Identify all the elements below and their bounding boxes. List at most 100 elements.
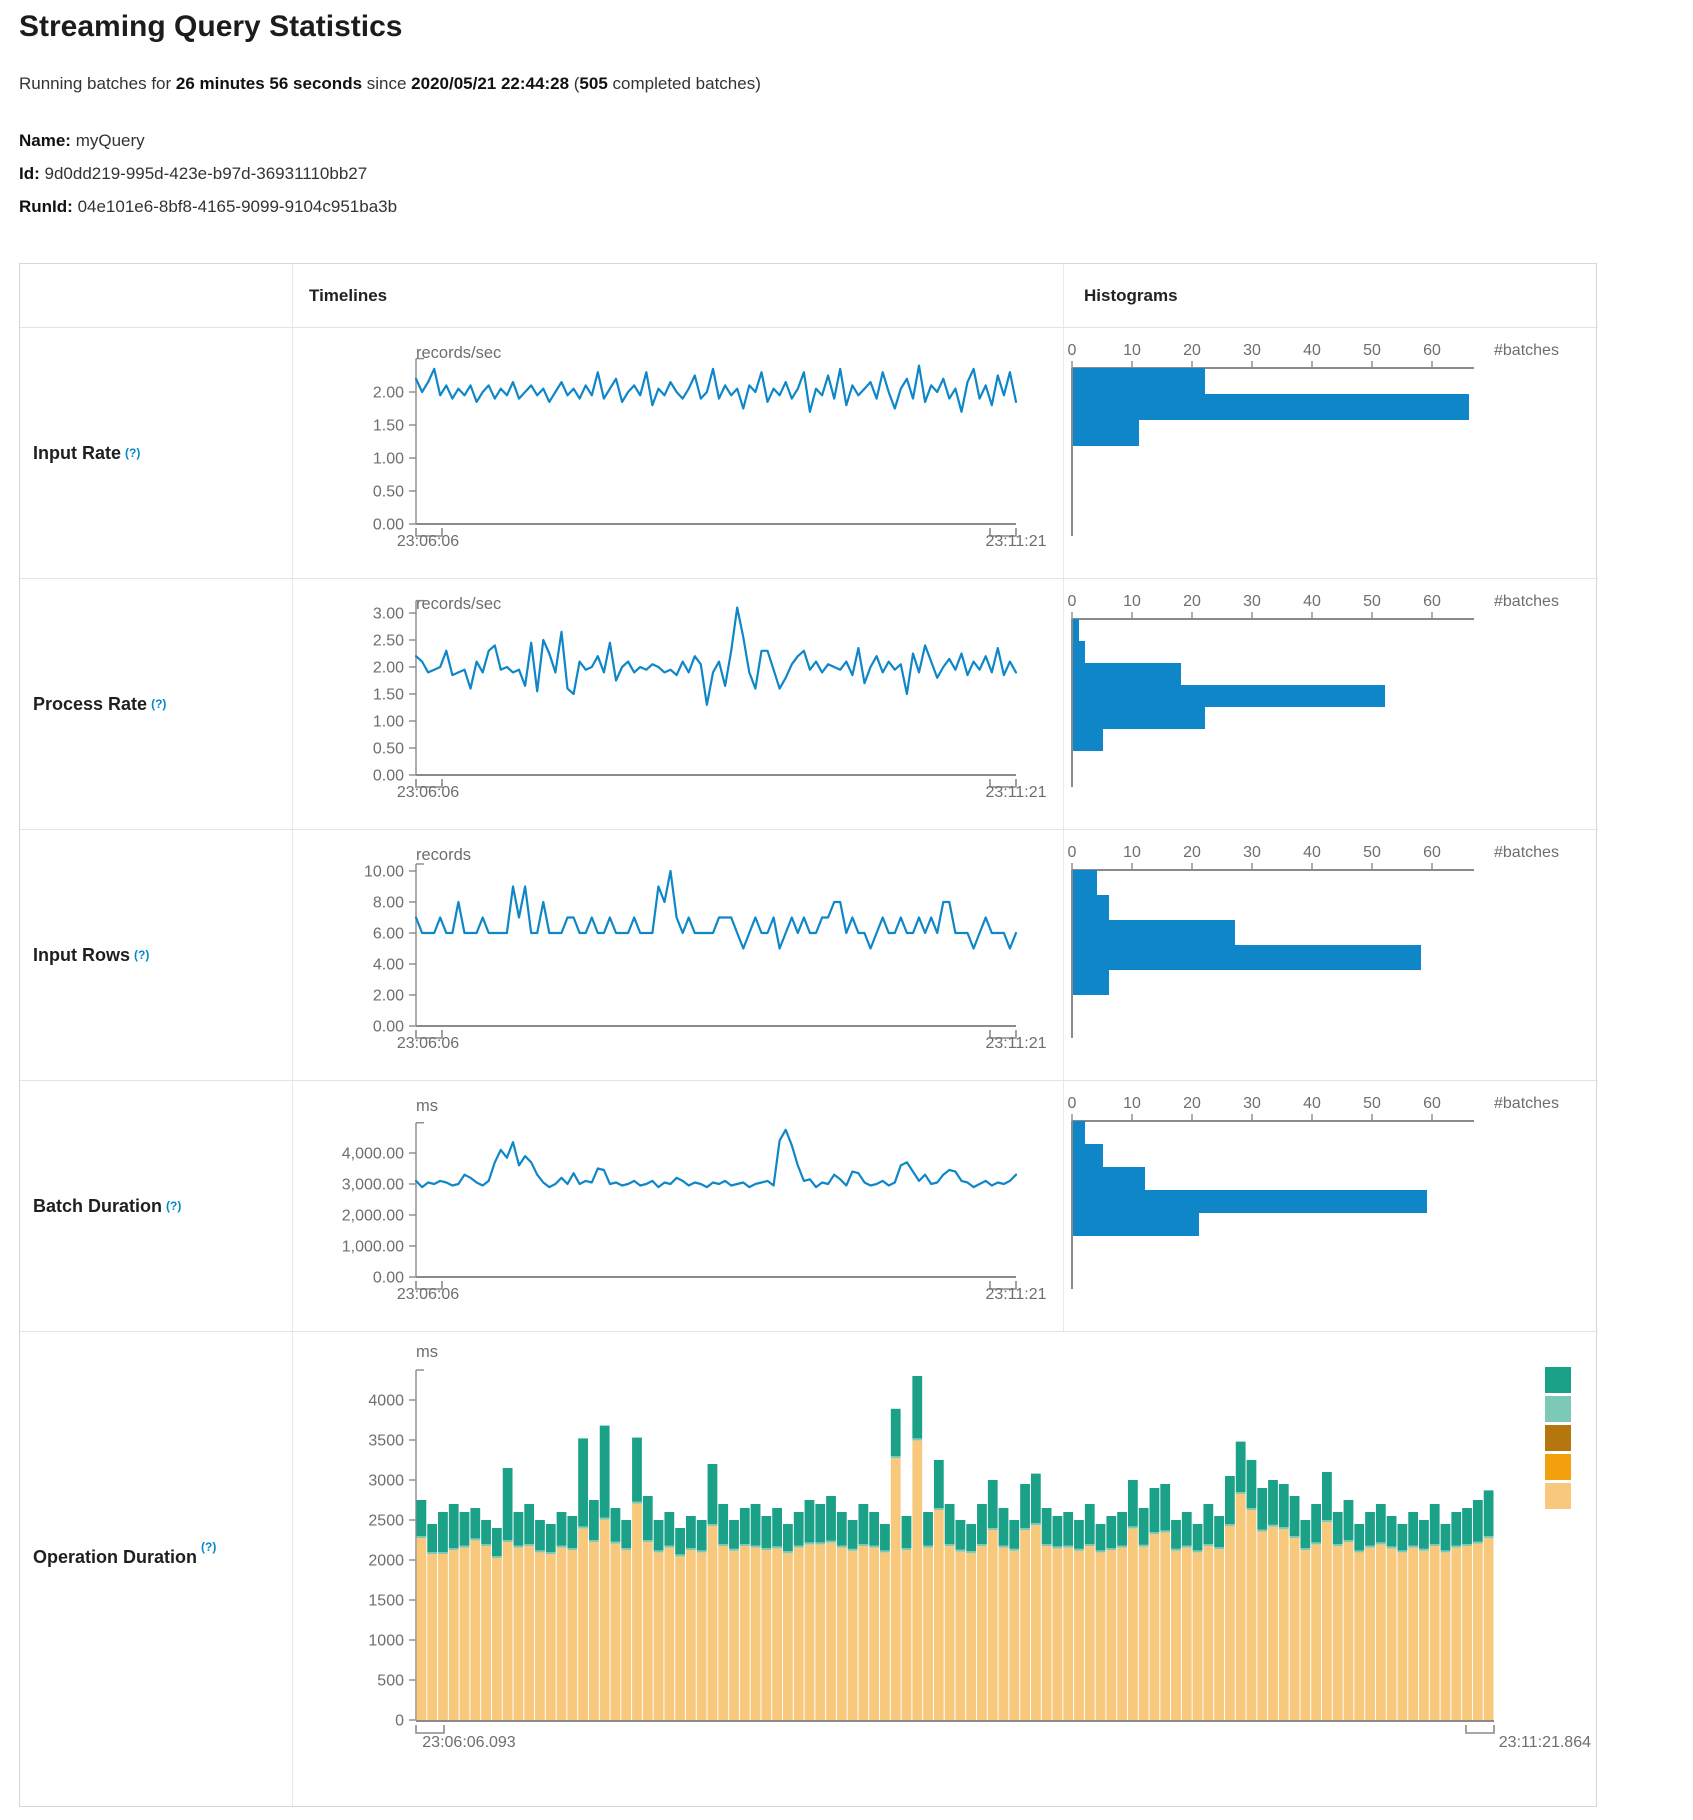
query-name: myQuery [75, 131, 145, 150]
svg-text:2.00: 2.00 [373, 660, 404, 677]
svg-text:2.00: 2.00 [373, 988, 404, 1005]
svg-text:1.50: 1.50 [373, 687, 404, 704]
svg-text:8.00: 8.00 [373, 895, 404, 912]
row-label-input-rows: Input Rows (?) [20, 829, 293, 1080]
svg-text:1,000.00: 1,000.00 [342, 1239, 404, 1256]
running-batches-summary: Running batches for 26 minutes 56 second… [19, 74, 761, 93]
svg-text:23:06:06.093: 23:06:06.093 [422, 1734, 516, 1751]
svg-text:50: 50 [1363, 593, 1381, 610]
svg-text:0: 0 [1068, 342, 1077, 359]
query-meta: Name: myQuery Id: 9d0dd219-995d-423e-b97… [19, 124, 1579, 223]
svg-text:40: 40 [1303, 342, 1321, 359]
svg-text:records/sec: records/sec [416, 595, 501, 613]
svg-text:40: 40 [1303, 1095, 1321, 1112]
page-title: Streaming Query Statistics [19, 10, 403, 43]
svg-text:23:06:06: 23:06:06 [397, 784, 459, 801]
svg-text:23:06:06: 23:06:06 [397, 533, 459, 550]
svg-text:4000: 4000 [368, 1393, 404, 1410]
svg-text:3.00: 3.00 [373, 606, 404, 623]
svg-text:23:11:21: 23:11:21 [985, 784, 1046, 801]
svg-text:#batches: #batches [1494, 342, 1559, 359]
svg-text:10: 10 [1123, 1095, 1141, 1112]
svg-text:4,000.00: 4,000.00 [342, 1146, 404, 1163]
svg-text:#batches: #batches [1494, 1095, 1559, 1112]
svg-text:0.50: 0.50 [373, 484, 404, 501]
svg-text:0.00: 0.00 [373, 1270, 404, 1287]
svg-text:0: 0 [1068, 593, 1077, 610]
query-runid: 04e101e6-8bf8-4165-9099-9104c951ba3b [77, 197, 398, 216]
svg-text:0.00: 0.00 [373, 768, 404, 785]
svg-text:6.00: 6.00 [373, 926, 404, 943]
header-histograms: Histograms [1063, 264, 1598, 327]
svg-text:1.50: 1.50 [373, 418, 404, 435]
row-label-operation-duration: Operation Duration (?) [20, 1331, 293, 1806]
svg-text:40: 40 [1303, 593, 1321, 610]
batch-duration-timeline-cell: ms 0.00 1,000.00 2,000.00 3,000.00 4,000.00 23… [293, 1080, 1063, 1331]
svg-text:0: 0 [1068, 844, 1077, 861]
input-rows-histogram-cell: 0 10 20 30 40 50 60 #batches [1063, 829, 1598, 1080]
process-rate-histogram-chart: 0 10 20 30 40 50 60 #batches [1068, 593, 1559, 787]
svg-text:20: 20 [1183, 342, 1201, 359]
svg-text:2500: 2500 [368, 1513, 404, 1530]
input-rate-timeline-cell: records/sec 0.00 0.50 1.00 1.50 2.00 23:06:06 2… [293, 327, 1063, 578]
page-header: Streaming Query Statistics Running batch… [19, 0, 1579, 223]
svg-text:23:06:06: 23:06:06 [397, 1035, 459, 1052]
svg-text:0.00: 0.00 [373, 517, 404, 534]
svg-text:500: 500 [377, 1673, 404, 1690]
svg-text:2,000.00: 2,000.00 [342, 1208, 404, 1225]
batch-duration-histogram-cell: 0 10 20 30 40 50 60 #batches [1063, 1080, 1598, 1331]
svg-text:0: 0 [395, 1713, 404, 1730]
batch-duration-timeline-chart: ms 0.00 1,000.00 2,000.00 3,000.00 4,000.00 23… [342, 1097, 1047, 1303]
svg-text:1.00: 1.00 [373, 714, 404, 731]
svg-text:ms: ms [416, 1097, 438, 1115]
input-rate-histogram-cell: 0 10 20 30 40 50 60 #batches [1063, 327, 1598, 578]
operation-duration-chart-cell: ms 0 500 1000 1500 2000 2500 3000 3500 4000 23:06:… [293, 1331, 1598, 1806]
query-runid-line: RunId: 04e101e6-8bf8-4165-9099-9104c951b… [19, 197, 398, 216]
svg-text:60: 60 [1423, 342, 1441, 359]
svg-text:60: 60 [1423, 593, 1441, 610]
input-rows-timeline-cell: records 0.00 2.00 4.00 6.00 8.00 10.00 23:06:06… [293, 829, 1063, 1080]
header-empty-cell [20, 264, 293, 327]
header-timelines: Timelines [309, 285, 388, 305]
svg-text:#batches: #batches [1494, 593, 1559, 610]
svg-text:20: 20 [1183, 844, 1201, 861]
start-timestamp: 2020/05/21 22:44:28 [411, 74, 570, 93]
svg-text:1500: 1500 [368, 1593, 404, 1610]
svg-text:1000: 1000 [368, 1633, 404, 1650]
svg-text:60: 60 [1423, 1095, 1441, 1112]
svg-text:10.00: 10.00 [364, 864, 404, 881]
process-rate-timeline-cell: records/sec 0.00 0.50 1.00 1.50 2.00 2.50 3.00 2… [293, 578, 1063, 829]
svg-text:23:06:06: 23:06:06 [397, 1286, 459, 1303]
svg-text:10: 10 [1123, 593, 1141, 610]
svg-text:10: 10 [1123, 844, 1141, 861]
svg-text:records: records [416, 846, 471, 864]
operation-duration-stacked-chart: ms 0 500 1000 1500 2000 2500 3000 3500 4000 23:06:… [368, 1343, 1591, 1751]
svg-text:2.50: 2.50 [373, 633, 404, 650]
svg-text:2.00: 2.00 [373, 385, 404, 402]
svg-text:23:11:21.864: 23:11:21.864 [1499, 1734, 1591, 1751]
svg-text:30: 30 [1243, 844, 1261, 861]
svg-text:0.50: 0.50 [373, 741, 404, 758]
svg-text:3500: 3500 [368, 1433, 404, 1450]
svg-text:30: 30 [1243, 342, 1261, 359]
input-rate-histogram-chart: 0 10 20 30 40 50 60 #batches [1068, 342, 1559, 536]
svg-text:3000: 3000 [368, 1473, 404, 1490]
svg-text:20: 20 [1183, 1095, 1201, 1112]
svg-text:10: 10 [1123, 342, 1141, 359]
input-rows-histogram-chart: 0 10 20 30 40 50 60 #batches [1068, 844, 1559, 1038]
svg-text:60: 60 [1423, 844, 1441, 861]
svg-text:4.00: 4.00 [373, 957, 404, 974]
query-name-line: Name: myQuery [19, 131, 145, 150]
process-rate-histogram-cell: 0 10 20 30 40 50 60 #batches [1063, 578, 1598, 829]
svg-text:30: 30 [1243, 593, 1261, 610]
svg-text:records/sec: records/sec [416, 344, 501, 362]
input-rate-timeline-chart: records/sec 0.00 0.50 1.00 1.50 2.00 23:06:06 2… [373, 344, 1047, 550]
batch-duration-histogram-chart: 0 10 20 30 40 50 60 #batches [1068, 1095, 1559, 1289]
svg-text:40: 40 [1303, 844, 1321, 861]
svg-text:ms: ms [416, 1343, 438, 1361]
svg-text:50: 50 [1363, 342, 1381, 359]
svg-text:20: 20 [1183, 593, 1201, 610]
row-label-process-rate: Process Rate (?) [20, 578, 293, 829]
statistics-table: Timelines Histograms Input Rate (?) recor… [19, 263, 1598, 1807]
svg-text:2000: 2000 [368, 1553, 404, 1570]
